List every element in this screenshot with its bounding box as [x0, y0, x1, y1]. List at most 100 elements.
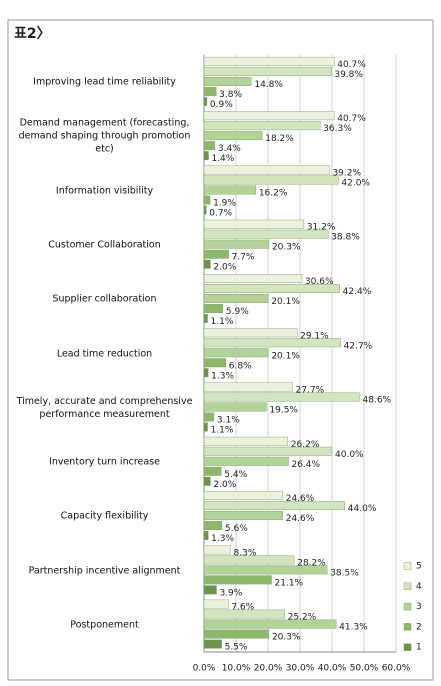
category-label: Improving lead time reliability	[33, 76, 176, 88]
value-label: 48.6%	[363, 396, 392, 406]
value-label: 1.1%	[211, 426, 234, 436]
value-label: 1.9%	[213, 198, 236, 208]
frame	[7, 19, 434, 681]
x-tick-label: 40.0%	[318, 664, 347, 674]
category-label: Partnership incentive alignment	[28, 565, 181, 577]
category-label: Lead time reduction	[56, 348, 153, 359]
value-label: 1.1%	[211, 317, 234, 327]
value-label: 41.3%	[339, 623, 368, 633]
legend-label: 3	[416, 602, 422, 612]
value-label: 5.6%	[225, 524, 248, 534]
legend-swatch	[403, 623, 412, 631]
bar	[203, 131, 263, 141]
value-label: 29.1%	[300, 331, 329, 341]
bar	[203, 328, 298, 338]
value-label: 20.3%	[272, 243, 301, 253]
value-label: 38.8%	[331, 233, 360, 243]
bar	[203, 338, 341, 348]
bar	[203, 368, 209, 378]
bar	[203, 639, 222, 649]
value-label: 20.1%	[271, 297, 300, 307]
bar	[203, 205, 207, 215]
x-tick-label: 10.0%	[222, 664, 251, 674]
bar	[203, 531, 209, 541]
category-label: Postponement	[70, 619, 139, 631]
value-label: 5.4%	[224, 470, 247, 480]
bar	[203, 348, 269, 358]
bar	[203, 219, 305, 229]
value-label: 27.7%	[296, 386, 325, 396]
bar	[203, 402, 267, 412]
value-label: 38.5%	[330, 568, 359, 578]
value-label: 18.2%	[265, 134, 294, 144]
value-label: 7.6%	[231, 603, 254, 613]
value-label: 26.2%	[291, 440, 320, 450]
value-label: 20.1%	[271, 351, 300, 361]
value-label: 8.3%	[234, 548, 257, 558]
bar	[203, 165, 330, 175]
value-label: 28.2%	[297, 558, 326, 568]
bar	[203, 501, 346, 511]
bar	[203, 629, 270, 639]
value-label: 7.7%	[232, 253, 255, 263]
value-label: 19.5%	[269, 406, 298, 416]
value-label: 31.2%	[307, 223, 336, 233]
bar	[203, 491, 283, 501]
value-label: 40.7%	[337, 114, 366, 124]
bar	[203, 274, 303, 283]
legend-swatch	[403, 582, 412, 590]
value-label: 14.8%	[254, 80, 283, 90]
bar	[203, 151, 209, 161]
category-label: Inventory turn increase	[49, 456, 160, 468]
bar	[203, 436, 289, 446]
bar	[203, 545, 231, 555]
value-label: 1.3%	[211, 534, 234, 544]
value-label: 16.2%	[259, 188, 288, 198]
bar	[203, 521, 223, 531]
bar	[203, 456, 289, 466]
value-label: 1.4%	[211, 154, 234, 164]
bar	[203, 229, 329, 239]
legend-label: 1	[416, 643, 422, 653]
bar	[203, 239, 270, 249]
value-label: 26.4%	[291, 460, 320, 470]
bar	[203, 565, 328, 575]
bar	[203, 575, 272, 585]
bar	[203, 446, 333, 456]
value-label: 2.0%	[213, 480, 236, 490]
value-label: 24.6%	[286, 494, 315, 504]
value-label: 24.6%	[286, 514, 315, 524]
legend-label: 2	[416, 622, 422, 632]
bar	[203, 294, 269, 303]
value-label: 1.3%	[211, 371, 234, 381]
value-label: 3.8%	[219, 90, 242, 100]
value-label: 3.1%	[217, 416, 240, 426]
value-label: 39.8%	[334, 70, 363, 80]
bar	[203, 76, 252, 86]
value-label: 40.7%	[337, 60, 366, 70]
bar	[203, 555, 295, 565]
legend-label: 5	[416, 562, 422, 572]
legend-swatch	[403, 643, 412, 651]
bar	[203, 195, 211, 205]
bar	[203, 96, 208, 106]
x-tick-label: 60.0%	[382, 664, 411, 674]
value-label: 3.4%	[218, 144, 241, 154]
bar	[203, 304, 224, 313]
category-label: Supplier collaboration	[52, 293, 157, 305]
value-label: 36.3%	[323, 124, 352, 134]
bar	[203, 284, 340, 293]
bar	[203, 511, 283, 521]
value-label: 44.0%	[348, 504, 377, 514]
category-label: Capacity flexibility	[60, 510, 149, 522]
bar	[203, 121, 321, 131]
bar	[203, 422, 208, 432]
value-label: 21.1%	[275, 578, 304, 588]
value-label: 0.7%	[209, 208, 232, 218]
value-label: 42.7%	[344, 341, 373, 351]
bar	[203, 111, 335, 121]
value-label: 3.9%	[219, 588, 242, 598]
bar	[203, 358, 226, 368]
bar	[203, 609, 285, 619]
